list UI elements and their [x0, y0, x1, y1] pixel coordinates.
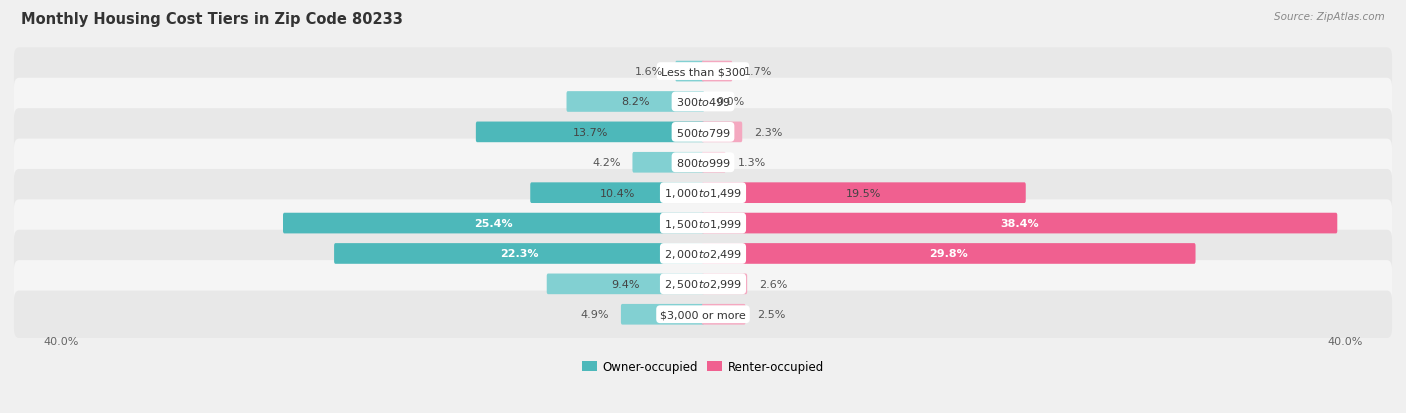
- FancyBboxPatch shape: [567, 92, 704, 112]
- FancyBboxPatch shape: [14, 200, 1392, 247]
- FancyBboxPatch shape: [14, 109, 1392, 156]
- FancyBboxPatch shape: [547, 274, 704, 294]
- FancyBboxPatch shape: [702, 244, 1195, 264]
- Text: Source: ZipAtlas.com: Source: ZipAtlas.com: [1274, 12, 1385, 22]
- FancyBboxPatch shape: [14, 261, 1392, 308]
- FancyBboxPatch shape: [702, 62, 733, 82]
- FancyBboxPatch shape: [702, 183, 1026, 204]
- FancyBboxPatch shape: [702, 152, 725, 173]
- Legend: Owner-occupied, Renter-occupied: Owner-occupied, Renter-occupied: [582, 360, 824, 373]
- Text: $3,000 or more: $3,000 or more: [661, 309, 745, 320]
- FancyBboxPatch shape: [14, 139, 1392, 187]
- Text: 25.4%: 25.4%: [474, 218, 513, 228]
- Text: Less than $300: Less than $300: [661, 67, 745, 77]
- FancyBboxPatch shape: [283, 213, 704, 234]
- FancyBboxPatch shape: [702, 274, 747, 294]
- Text: 9.4%: 9.4%: [612, 279, 640, 289]
- FancyBboxPatch shape: [702, 122, 742, 143]
- Text: 19.5%: 19.5%: [846, 188, 882, 198]
- Text: 22.3%: 22.3%: [501, 249, 538, 259]
- Text: 10.4%: 10.4%: [599, 188, 636, 198]
- Text: 1.3%: 1.3%: [738, 158, 766, 168]
- Text: 8.2%: 8.2%: [621, 97, 650, 107]
- FancyBboxPatch shape: [675, 62, 704, 82]
- Text: $800 to $999: $800 to $999: [675, 157, 731, 169]
- FancyBboxPatch shape: [621, 304, 704, 325]
- FancyBboxPatch shape: [14, 48, 1392, 95]
- Text: 40.0%: 40.0%: [44, 336, 79, 347]
- Text: 2.6%: 2.6%: [759, 279, 787, 289]
- Text: 2.5%: 2.5%: [758, 309, 786, 320]
- Text: 1.7%: 1.7%: [744, 67, 772, 77]
- Text: 29.8%: 29.8%: [929, 249, 967, 259]
- Text: 1.6%: 1.6%: [636, 67, 664, 77]
- FancyBboxPatch shape: [14, 291, 1392, 338]
- FancyBboxPatch shape: [475, 122, 704, 143]
- Text: 4.9%: 4.9%: [581, 309, 609, 320]
- Text: 13.7%: 13.7%: [572, 128, 607, 138]
- FancyBboxPatch shape: [530, 183, 704, 204]
- FancyBboxPatch shape: [702, 213, 1337, 234]
- Text: $1,000 to $1,499: $1,000 to $1,499: [664, 187, 742, 200]
- Text: $2,000 to $2,499: $2,000 to $2,499: [664, 247, 742, 260]
- Text: 40.0%: 40.0%: [1327, 336, 1362, 347]
- Text: $2,500 to $2,999: $2,500 to $2,999: [664, 278, 742, 291]
- FancyBboxPatch shape: [702, 304, 745, 325]
- FancyBboxPatch shape: [633, 152, 704, 173]
- Text: 4.2%: 4.2%: [592, 158, 620, 168]
- FancyBboxPatch shape: [335, 244, 704, 264]
- FancyBboxPatch shape: [14, 170, 1392, 217]
- FancyBboxPatch shape: [14, 78, 1392, 126]
- Text: 2.3%: 2.3%: [754, 128, 783, 138]
- Text: $1,500 to $1,999: $1,500 to $1,999: [664, 217, 742, 230]
- FancyBboxPatch shape: [14, 230, 1392, 278]
- Text: 38.4%: 38.4%: [1000, 218, 1039, 228]
- Text: $500 to $799: $500 to $799: [675, 126, 731, 138]
- Text: 0.0%: 0.0%: [716, 97, 744, 107]
- Text: Monthly Housing Cost Tiers in Zip Code 80233: Monthly Housing Cost Tiers in Zip Code 8…: [21, 12, 404, 27]
- Text: $300 to $499: $300 to $499: [675, 96, 731, 108]
